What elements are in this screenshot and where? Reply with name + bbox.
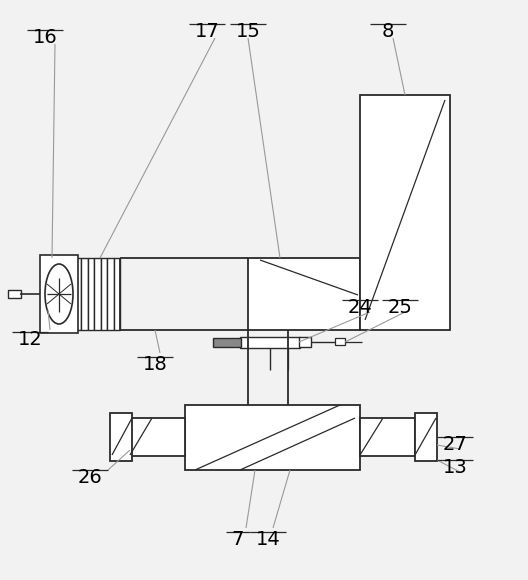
Text: 13: 13 [442, 458, 467, 477]
Bar [75, 258, 81, 330]
Bar [110, 413, 132, 461]
Bar [185, 405, 360, 470]
Text: 24: 24 [347, 298, 372, 317]
Bar [213, 338, 241, 347]
Text: 8: 8 [382, 22, 394, 41]
Ellipse shape [45, 264, 73, 324]
Text: 14: 14 [256, 530, 280, 549]
Bar [81, 258, 88, 330]
Bar [240, 337, 300, 348]
Bar [107, 258, 114, 330]
Bar [130, 418, 185, 456]
Bar [360, 95, 450, 330]
Text: 27: 27 [442, 435, 467, 454]
Text: 15: 15 [235, 22, 260, 41]
Bar [415, 413, 437, 461]
Bar [299, 337, 311, 347]
Text: 16: 16 [33, 28, 58, 47]
Text: 12: 12 [17, 330, 42, 349]
Bar [95, 258, 101, 330]
Bar [248, 258, 360, 330]
Bar [8, 290, 21, 298]
Text: 18: 18 [143, 355, 167, 374]
Text: 17: 17 [195, 22, 219, 41]
Text: 26: 26 [78, 468, 102, 487]
Bar [114, 258, 120, 330]
Bar [335, 338, 345, 345]
Bar [40, 255, 78, 333]
Bar [88, 258, 95, 330]
Text: 7: 7 [232, 530, 244, 549]
Text: 25: 25 [388, 298, 412, 317]
Bar [360, 418, 415, 456]
Bar [101, 258, 107, 330]
